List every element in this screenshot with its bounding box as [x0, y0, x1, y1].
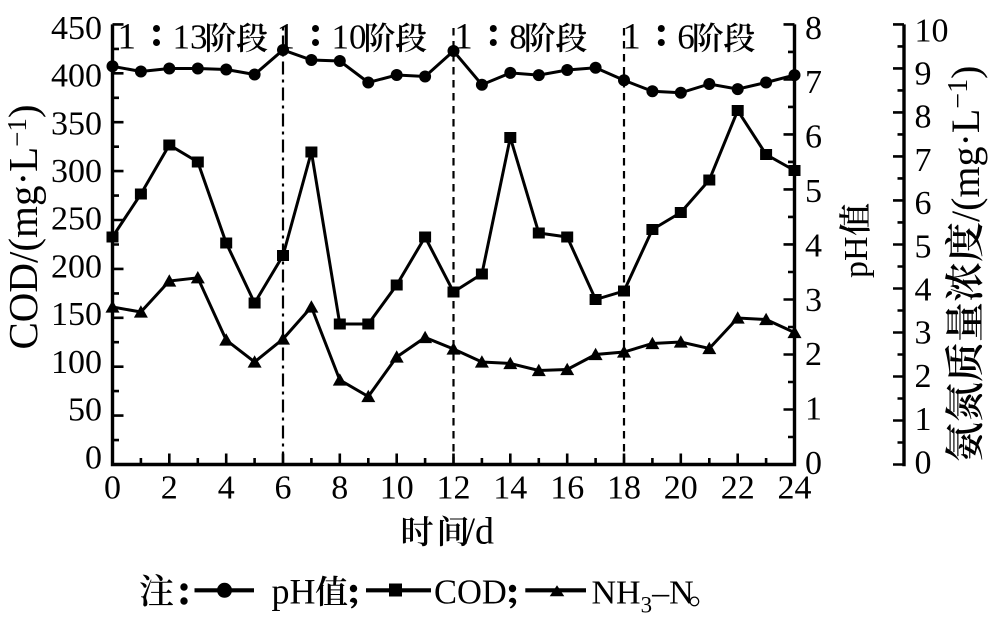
svg-text:0: 0 [85, 439, 102, 476]
svg-text:10: 10 [332, 18, 367, 57]
svg-text:0: 0 [805, 445, 822, 482]
svg-text:250: 250 [51, 201, 102, 238]
svg-text:1: 1 [622, 17, 641, 58]
svg-text:9: 9 [915, 56, 932, 93]
svg-text:6: 6 [677, 18, 695, 57]
svg-text:12: 12 [437, 470, 471, 507]
svg-text:COD: COD [434, 574, 507, 612]
svg-text:3: 3 [915, 315, 932, 352]
svg-text:18: 18 [607, 470, 641, 507]
svg-text:5: 5 [915, 228, 932, 265]
svg-text:/d: /d [465, 511, 495, 553]
svg-text:4: 4 [915, 272, 932, 309]
svg-text:450: 450 [51, 10, 102, 47]
svg-text:300: 300 [51, 153, 102, 190]
svg-text:0: 0 [104, 470, 121, 507]
svg-text:100: 100 [51, 344, 102, 381]
svg-text:400: 400 [51, 58, 102, 95]
svg-text:8: 8 [915, 99, 932, 136]
svg-text:8: 8 [805, 10, 822, 47]
svg-text:0: 0 [915, 444, 932, 481]
svg-text:7: 7 [805, 64, 822, 101]
svg-text:50: 50 [68, 392, 102, 429]
svg-text:1: 1 [915, 401, 932, 438]
svg-text:350: 350 [51, 105, 102, 142]
svg-text:1: 1 [454, 17, 473, 58]
svg-text:6: 6 [275, 470, 292, 507]
svg-text:6: 6 [805, 119, 822, 156]
svg-text:200: 200 [51, 248, 102, 285]
svg-text:8: 8 [331, 470, 348, 507]
svg-text:16: 16 [550, 470, 584, 507]
svg-text:1: 1 [805, 391, 822, 428]
svg-text:pH: pH [272, 572, 316, 612]
svg-text:6: 6 [915, 185, 932, 222]
svg-text:10: 10 [380, 470, 414, 507]
svg-text:20: 20 [664, 470, 698, 507]
svg-text:2: 2 [915, 358, 932, 395]
svg-text:24: 24 [778, 470, 812, 507]
svg-text:7: 7 [915, 142, 932, 179]
svg-text:pH: pH [838, 236, 875, 278]
svg-text:2: 2 [805, 336, 822, 373]
svg-text:3: 3 [805, 282, 822, 319]
svg-text:13: 13 [173, 18, 208, 57]
svg-text:150: 150 [51, 296, 102, 333]
svg-text:5: 5 [805, 173, 822, 210]
svg-text:4: 4 [805, 227, 822, 264]
svg-text:10: 10 [915, 12, 949, 49]
svg-text:8: 8 [509, 18, 527, 57]
svg-text:4: 4 [218, 470, 235, 507]
svg-text:22: 22 [721, 470, 755, 507]
svg-text:2: 2 [161, 470, 178, 507]
svg-text:14: 14 [493, 470, 527, 507]
svg-text:1: 1 [118, 17, 137, 58]
